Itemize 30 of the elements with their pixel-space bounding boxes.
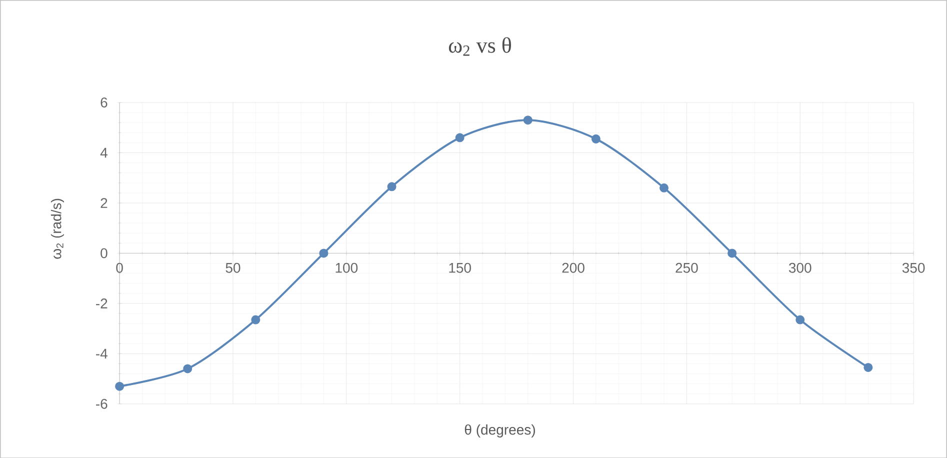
point [387,182,396,191]
y-tick-label: -4 [96,348,108,358]
point [115,382,124,391]
point [728,248,737,258]
y-tick-label: 0 [100,248,108,258]
y-tick-label: -2 [96,298,108,308]
x-tick-label: 150 [449,262,471,273]
point [660,183,669,192]
x-axis-title: θ (degrees) [464,424,535,438]
y-tick-label: -6 [96,398,108,409]
y-axis-title: ω$_{2}$ (rad/s) [50,198,64,259]
x-tick-label: 350 [902,262,925,273]
y-tick-label: 4 [100,148,108,158]
point [455,132,464,142]
point [796,315,805,324]
point [251,315,260,324]
point [591,134,600,144]
x-tick-label: 50 [226,262,240,273]
x-tick-label: 0 [116,262,123,273]
x-tick-label: 300 [788,262,812,273]
y-tick-label: 2 [100,198,108,208]
x-tick-label: 250 [676,262,698,273]
y-tick-label: 6 [100,97,108,108]
x-tick-label: 100 [336,262,358,273]
chart-title: ω$_{2}$ vs θ [448,37,511,56]
point [183,364,192,374]
point [864,362,873,372]
x-tick-label: 200 [562,262,584,273]
point [319,248,328,258]
point [523,115,532,124]
